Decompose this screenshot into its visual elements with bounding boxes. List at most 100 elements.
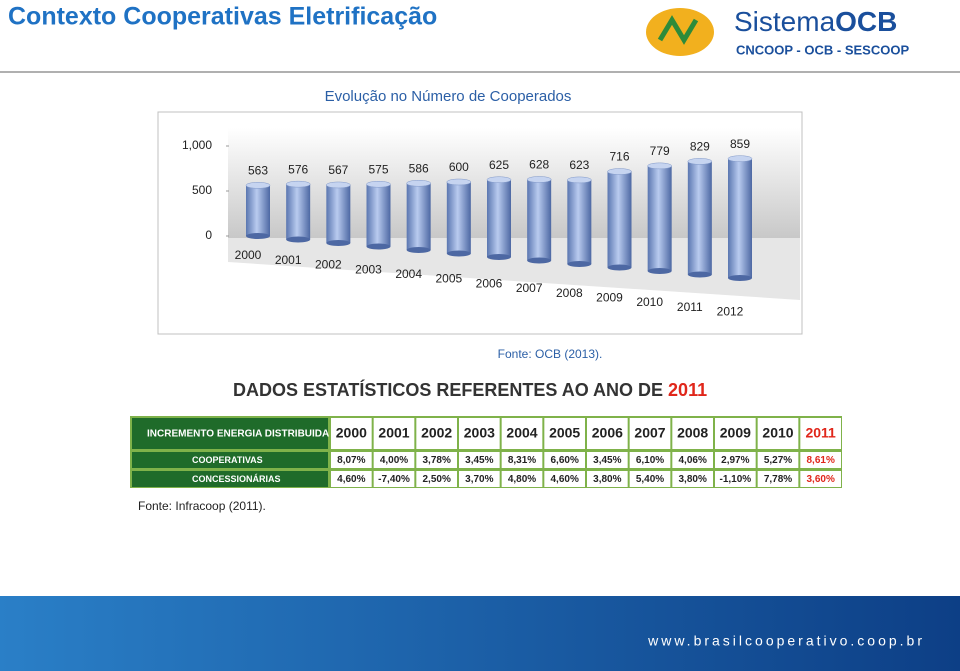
- data-label: 623: [569, 158, 589, 172]
- x-tick-label: 2003: [355, 262, 382, 276]
- x-tick-label: 2010: [636, 295, 663, 309]
- table-cell: [587, 452, 628, 468]
- bar-cap: [567, 176, 592, 184]
- data-label: 575: [368, 162, 388, 176]
- bar-cap: [366, 181, 391, 188]
- table-cell-text: 2,97%: [721, 455, 749, 466]
- table-cell: [132, 452, 328, 468]
- table-cell-text: 8,61%: [806, 455, 834, 466]
- table-header: 2007: [634, 425, 665, 441]
- x-tick-label: 2001: [275, 253, 302, 267]
- table-cell: [373, 471, 415, 487]
- data-label: 859: [730, 137, 750, 151]
- table-cell-text: -1,10%: [719, 474, 751, 485]
- bar: [647, 165, 672, 271]
- table-cell: [331, 418, 372, 449]
- table-cell-text: 3,60%: [806, 474, 834, 485]
- logo-subtext: CNCOOP - OCB - SESCOOP: [736, 42, 909, 57]
- table-cell-text: 4,00%: [380, 455, 408, 466]
- table-cell: [459, 418, 500, 449]
- table-cell: [459, 452, 500, 468]
- bar-cap: [607, 168, 632, 175]
- data-label: 576: [288, 162, 308, 176]
- y-tick-label: 0: [205, 228, 212, 242]
- table-cell-text: 3,78%: [422, 455, 450, 466]
- slide-title: Contexto Cooperativas Eletrificação: [8, 3, 437, 31]
- table-cell: [587, 471, 628, 487]
- table-cell-text: 4,06%: [678, 455, 706, 466]
- table-header: 2010: [762, 425, 793, 441]
- table-cell: [800, 471, 841, 487]
- bar: [246, 185, 270, 236]
- footer-band: [0, 596, 960, 671]
- table-cell-text: 7,78%: [764, 474, 792, 485]
- table-cell-text: -7,40%: [378, 474, 410, 485]
- bar-cap: [486, 176, 512, 183]
- logo-icon: [657, 15, 699, 45]
- table-cell: [715, 418, 756, 449]
- table-cell-text: CONCESSIONÁRIAS: [192, 474, 281, 484]
- table-cell: [501, 418, 543, 449]
- bar-base: [687, 271, 712, 278]
- bar: [567, 179, 592, 264]
- table-cell-text: 8,07%: [337, 455, 365, 466]
- table-cell-text: 3,45%: [593, 455, 621, 466]
- x-tick-label: 2009: [596, 290, 623, 304]
- bar: [728, 158, 752, 278]
- data-label: 586: [409, 161, 429, 175]
- logo-text: SistemaOCB: [734, 6, 897, 37]
- table-cell: [544, 471, 585, 487]
- bar-base: [607, 264, 632, 271]
- table-cell-text: 4,80%: [508, 474, 536, 485]
- table-cell: [757, 418, 799, 449]
- table-cell: [373, 452, 415, 468]
- table-cell-text: 4,60%: [550, 474, 578, 485]
- bar-cap: [245, 182, 271, 189]
- bar: [366, 184, 391, 247]
- table-header: INCREMENTO ENERGIA DISTRIBUIDA: [147, 429, 329, 440]
- bar-base: [446, 250, 471, 257]
- data-label: 829: [690, 140, 710, 154]
- table-cell: [715, 471, 756, 487]
- bar-base: [286, 236, 311, 243]
- x-tick-label: 2000: [235, 248, 262, 262]
- table-cell-text: 4,60%: [337, 474, 365, 485]
- table-cell: [672, 471, 713, 487]
- x-tick-label: 2007: [516, 281, 543, 295]
- table-cell: [501, 452, 543, 468]
- bar-base: [647, 268, 672, 274]
- table-cell: [373, 418, 415, 449]
- bar: [487, 179, 511, 257]
- logo: SistemaOCB CNCOOP - OCB - SESCOOP: [646, 6, 909, 57]
- table-cell: [331, 471, 372, 487]
- x-tick-label: 2008: [556, 286, 583, 300]
- x-tick-label: 2004: [395, 267, 422, 281]
- table-cell-text: 3,45%: [465, 455, 493, 466]
- table-header: 2002: [421, 425, 452, 441]
- table-header: 2005: [549, 425, 580, 441]
- bar: [527, 179, 552, 261]
- data-label: 625: [489, 158, 509, 172]
- table-cell: [587, 418, 628, 449]
- table-cell: [416, 452, 457, 468]
- table-cell: [544, 452, 585, 468]
- table-cell: [331, 452, 372, 468]
- table-cell: [672, 452, 713, 468]
- footer-url: www.brasilcooperativo.coop.br: [647, 633, 925, 649]
- table-cell-text: 3,80%: [593, 474, 621, 485]
- table-cell-text: 8,31%: [508, 455, 536, 466]
- data-label: 628: [529, 158, 549, 172]
- table-cell-text: 3,80%: [678, 474, 706, 485]
- table-header: 2000: [336, 425, 367, 441]
- table-header: 2001: [378, 425, 409, 441]
- bar-base: [246, 233, 270, 239]
- table-header: 2009: [720, 425, 751, 441]
- bar-base: [527, 257, 552, 264]
- table-cell: [757, 471, 799, 487]
- table-cell-text: 6,10%: [636, 455, 664, 466]
- bar-base: [326, 240, 351, 246]
- table-cell: [459, 471, 500, 487]
- bar-base: [567, 261, 592, 267]
- x-tick-label: 2012: [717, 305, 744, 319]
- table-source: Fonte: Infracoop (2011).: [138, 499, 266, 513]
